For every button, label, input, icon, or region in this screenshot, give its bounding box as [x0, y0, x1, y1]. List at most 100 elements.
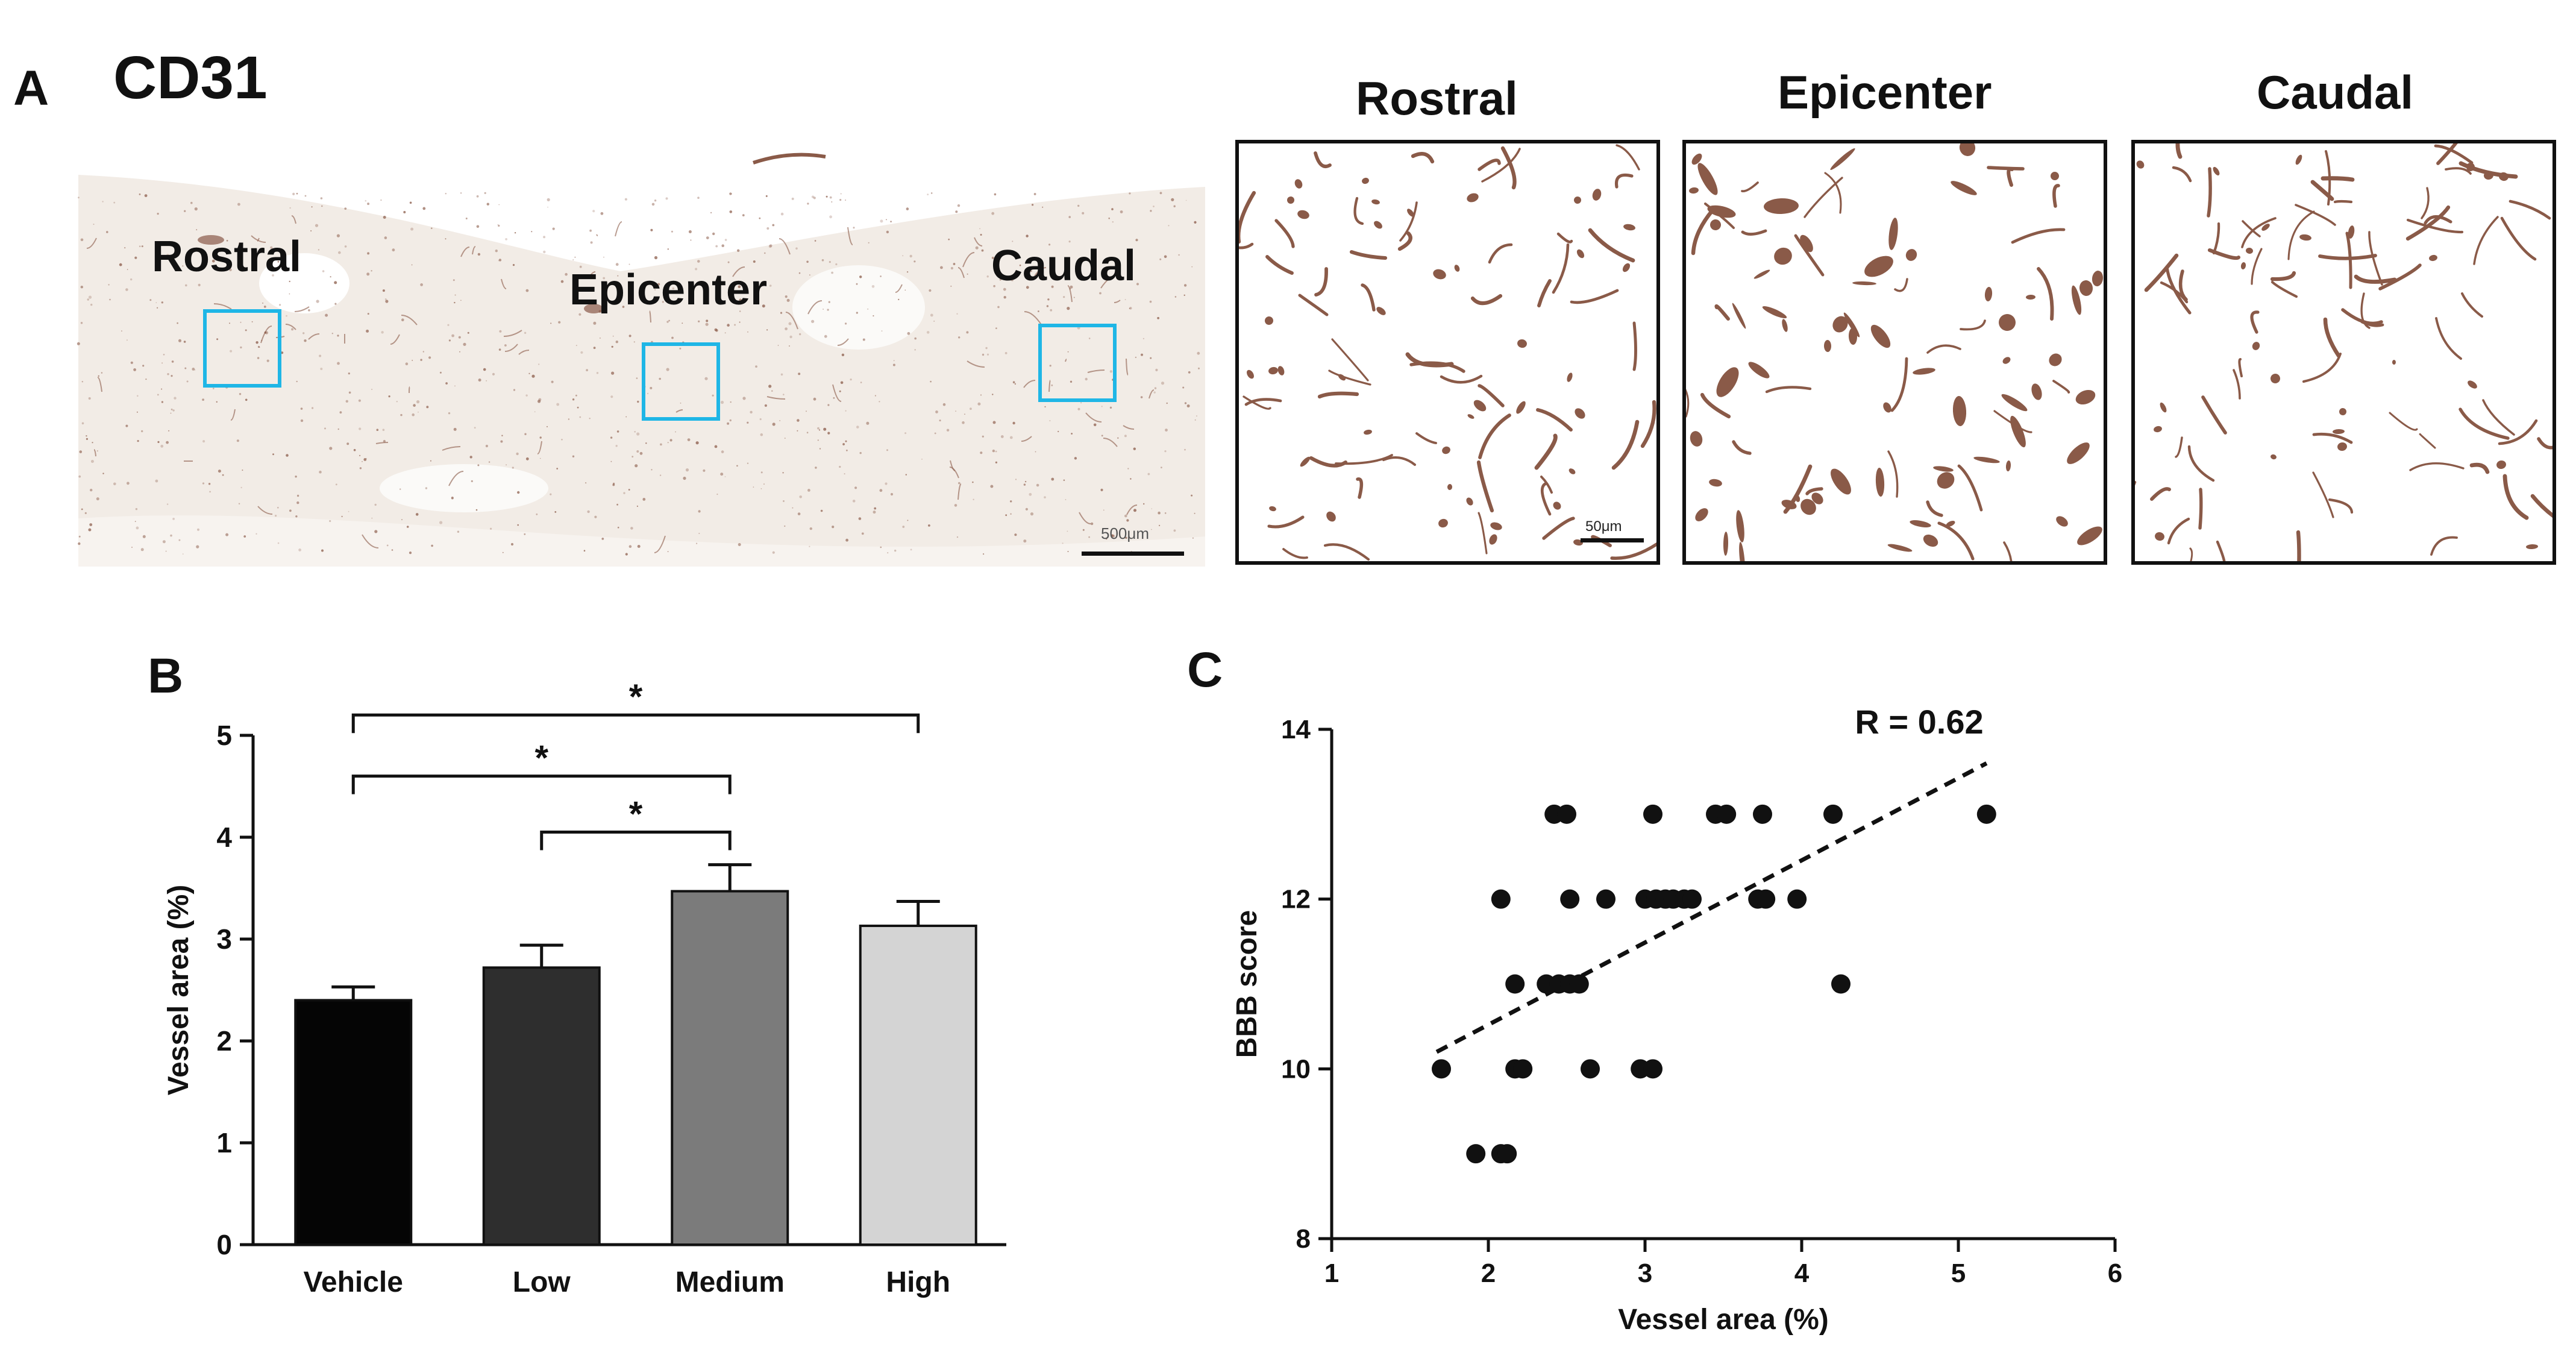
vessel-blob [2026, 294, 2035, 300]
tissue-vessel [847, 227, 853, 245]
tissue-speck [842, 443, 845, 445]
tissue-speck [587, 510, 590, 514]
tissue-speck [890, 492, 894, 496]
tissue-speck [341, 515, 343, 518]
vessel-blob [1567, 372, 1573, 382]
vessel-segment [1349, 250, 1388, 260]
vessel-segment [2287, 210, 2315, 260]
tissue-speck [415, 513, 419, 516]
vessel-blob [2067, 442, 2090, 464]
tissue-speck [1135, 356, 1137, 359]
tissue-speck [460, 300, 462, 301]
tissue-speck [413, 404, 416, 407]
vessel-segment [1356, 477, 1364, 499]
tissue-speck [742, 214, 745, 216]
vessel-segment [2242, 220, 2261, 237]
tissue-speck [380, 200, 382, 201]
vessel-segment [1937, 521, 1975, 561]
tissue-speck [488, 461, 490, 463]
vessel-segment [2333, 200, 2353, 204]
scatter-point [1756, 889, 1776, 909]
tissue-speck [957, 204, 961, 207]
overview-label-caudal: Caudal [991, 242, 1136, 290]
tissue-speck [439, 371, 442, 374]
vessel-segment [2469, 462, 2490, 474]
tissue-speck [739, 310, 741, 312]
tissue-speck [572, 455, 575, 457]
tissue-speck [202, 398, 204, 401]
vessel-blob [1774, 247, 1792, 265]
tissue-speck [829, 261, 831, 263]
vessel-segment [2360, 292, 2371, 329]
tissue-speck [125, 288, 128, 291]
tissue-speck [724, 332, 726, 334]
tissue-speck [182, 553, 184, 555]
tissue-speck [324, 427, 326, 430]
tissue-speck [141, 245, 143, 248]
tissue-speck [704, 300, 707, 303]
tissue-speck [682, 322, 683, 324]
tissue-speck [275, 515, 277, 517]
tissue-vessel [967, 360, 985, 368]
tissue-speck [623, 492, 625, 494]
tissue-speck [817, 439, 819, 441]
tissue-speck [850, 379, 852, 381]
tissue-vessel [409, 386, 410, 394]
vessel-blob [1371, 199, 1380, 205]
tissue-speck [859, 451, 862, 454]
vessel-blob [1832, 316, 1848, 333]
tissue-speck [552, 227, 555, 230]
vessel-segment [1478, 413, 1511, 459]
tissue-speck [257, 357, 260, 359]
tissue-speck [331, 333, 333, 335]
tissue-speck [871, 285, 875, 288]
tissue-speck [768, 245, 772, 248]
vessel-blob [2299, 234, 2311, 241]
tissue-speck [296, 192, 298, 195]
vessel-blob [1433, 269, 1446, 280]
tissue-vessel [1065, 359, 1067, 362]
tissue-speck [1161, 382, 1165, 385]
tissue-speck [642, 498, 646, 501]
tissue-speck [651, 203, 655, 206]
tissue-speck [381, 331, 384, 334]
tissue-speck [797, 419, 800, 422]
tissue-speck [1099, 292, 1102, 295]
tissue-vessel [97, 377, 102, 392]
tissue-speck [683, 476, 686, 480]
scatter-point [1581, 1059, 1600, 1079]
tissue-speck [1011, 278, 1014, 281]
tissue-speck [1050, 309, 1053, 312]
tissue-speck [840, 381, 844, 385]
tissue-speck [1194, 221, 1197, 224]
tissue-speck [311, 206, 313, 208]
tissue-speck [939, 420, 941, 422]
tissue-speck [1129, 192, 1131, 195]
tissue-speck [363, 458, 367, 461]
vessel-segment [1614, 173, 1634, 189]
tissue-speck [839, 465, 841, 468]
zoom-vessels-epicenter [1686, 143, 2104, 561]
vessel-segment [1331, 338, 1369, 382]
tissue-speck [400, 413, 403, 416]
tissue-speck [141, 430, 143, 433]
tissue-vessel [675, 409, 683, 413]
tissue-speck [738, 285, 741, 288]
tissue-speck [386, 544, 389, 547]
vessel-segment [1611, 420, 1640, 470]
tissue-speck [183, 341, 186, 343]
bar-x-label-high: High [886, 1266, 950, 1298]
tissue-speck [1120, 210, 1123, 213]
tissue-speck [624, 198, 627, 201]
tissue-speck [486, 203, 489, 206]
tissue-speck [835, 263, 838, 266]
vessel-blob [1913, 368, 1935, 375]
tissue-speck [785, 327, 788, 330]
tissue-speck [1196, 415, 1197, 416]
tissue-vessel [448, 471, 464, 486]
tissue-speck [501, 435, 503, 436]
vessel-blob [1823, 340, 1832, 352]
tissue-speck [255, 341, 259, 344]
tissue-speck [628, 545, 632, 548]
tissue-speck [277, 260, 280, 263]
